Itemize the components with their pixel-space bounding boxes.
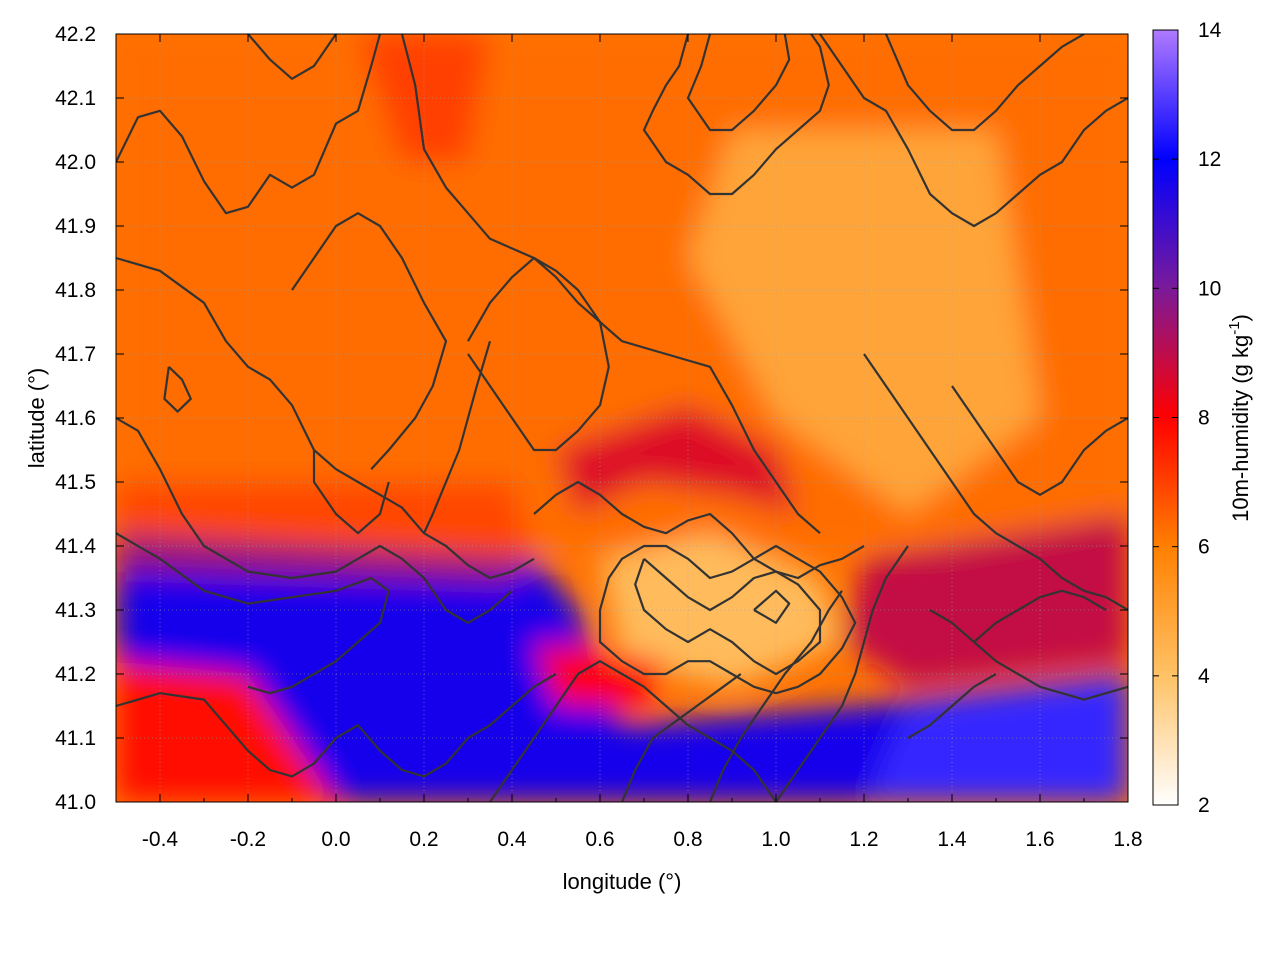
contour-line — [423, 340, 492, 534]
contour-line — [116, 256, 535, 580]
colorbar-tick-label: 12 — [1198, 148, 1221, 171]
field-region-south-west-humid — [116, 533, 1128, 802]
y-tick-label: 42.1 — [55, 87, 96, 110]
x-tick-label: 0.4 — [497, 828, 527, 851]
x-tick-label: 0.6 — [585, 828, 614, 851]
contour-line — [951, 385, 1128, 496]
contour-line — [116, 673, 557, 778]
y-tick-label: 41.7 — [55, 343, 96, 366]
y-axis: 41.0 41.1 41.2 41.3 41.4 41.5 41.6 41.7 41.8 41.9… — [55, 23, 1128, 814]
contour-line — [312, 450, 390, 535]
contour-line — [247, 34, 337, 80]
field-region-southwest-red-patch — [116, 661, 336, 802]
x-tick-label: 1.2 — [849, 828, 878, 851]
contour-line — [634, 557, 822, 676]
contour-line — [775, 545, 909, 802]
contour-line — [884, 34, 1085, 132]
y-tick-label: 41.5 — [55, 471, 96, 494]
colorbar-label-main: 10m-humidity (g kg — [1228, 335, 1253, 522]
colorbar-label-end: ) — [1228, 314, 1253, 321]
contour-line — [907, 673, 997, 739]
field-region-red-plume — [556, 405, 798, 514]
contour-line — [863, 353, 1128, 611]
contour-line — [620, 673, 742, 802]
contour-line — [642, 34, 830, 196]
x-tick-label: -0.4 — [142, 828, 179, 851]
contour-line — [753, 589, 791, 624]
colorbar-tick-label: 10 — [1198, 277, 1221, 300]
field-region-northwest-tongue — [116, 482, 534, 559]
colorbar-tick-label: 14 — [1198, 19, 1222, 42]
colorbar-tick-label: 6 — [1198, 536, 1210, 559]
colorbar-tick-label: 4 — [1198, 665, 1210, 688]
x-tick-label: 0.2 — [409, 828, 438, 851]
y-tick-label: 42.0 — [55, 151, 96, 174]
colorbar-label: 10m-humidity (g kg-1) — [1226, 314, 1253, 522]
contour-line — [598, 544, 857, 695]
y-tick-label: 41.8 — [55, 279, 96, 302]
colorbar-label-exponent: -1 — [1226, 321, 1243, 334]
field-region-east-mixed — [842, 514, 1128, 687]
contour-line — [489, 660, 777, 802]
contour-line — [400, 34, 821, 535]
y-tick-label: 41.4 — [55, 535, 96, 558]
x-tick-label: 1.6 — [1025, 828, 1054, 851]
y-tick-label: 42.2 — [55, 23, 96, 46]
contour-line — [116, 532, 390, 695]
colorbar-tick-label: 8 — [1198, 407, 1210, 430]
x-axis-label: longitude (°) — [563, 869, 682, 894]
contour-line — [533, 480, 865, 580]
y-tick-label: 41.3 — [55, 599, 96, 622]
colorbar-tick-label: 2 — [1198, 794, 1210, 817]
y-tick-label: 41.1 — [55, 727, 96, 750]
y-tick-label: 41.0 — [55, 791, 96, 814]
x-tick-label: 1.8 — [1113, 828, 1142, 851]
y-tick-label: 41.6 — [55, 407, 96, 430]
contour-line — [116, 417, 513, 624]
contour-line — [973, 589, 1107, 643]
contour-line — [929, 609, 1128, 701]
x-tick-label: 1.4 — [937, 828, 967, 851]
y-tick-label: 41.2 — [55, 663, 96, 686]
x-axis: -0.4 -0.2 0.0 0.2 0.4 0.6 0.8 1.0 1.2 1.4 1.6 1.8 — [115, 34, 1143, 851]
contour-line — [819, 34, 1128, 228]
x-tick-label: -0.2 — [230, 828, 266, 851]
contour-lines — [116, 34, 1128, 802]
contour-line — [291, 212, 448, 470]
y-tick-label: 41.9 — [55, 215, 96, 238]
contour-line — [686, 34, 791, 132]
contour-line — [708, 590, 843, 802]
contour-line — [163, 366, 192, 413]
x-tick-label: 0.0 — [321, 828, 350, 851]
x-tick-label: 1.0 — [761, 828, 790, 851]
contour-line — [467, 256, 610, 452]
contour-line — [116, 34, 382, 215]
colorbar: 2 4 6 8 10 12 14 10m-humidity (g kg-1) — [1152, 19, 1253, 817]
colorbar-ticks: 2 4 6 8 10 12 14 — [1153, 19, 1222, 817]
x-tick-label: 0.8 — [673, 828, 702, 851]
y-axis-label: latitude (°) — [24, 368, 49, 469]
